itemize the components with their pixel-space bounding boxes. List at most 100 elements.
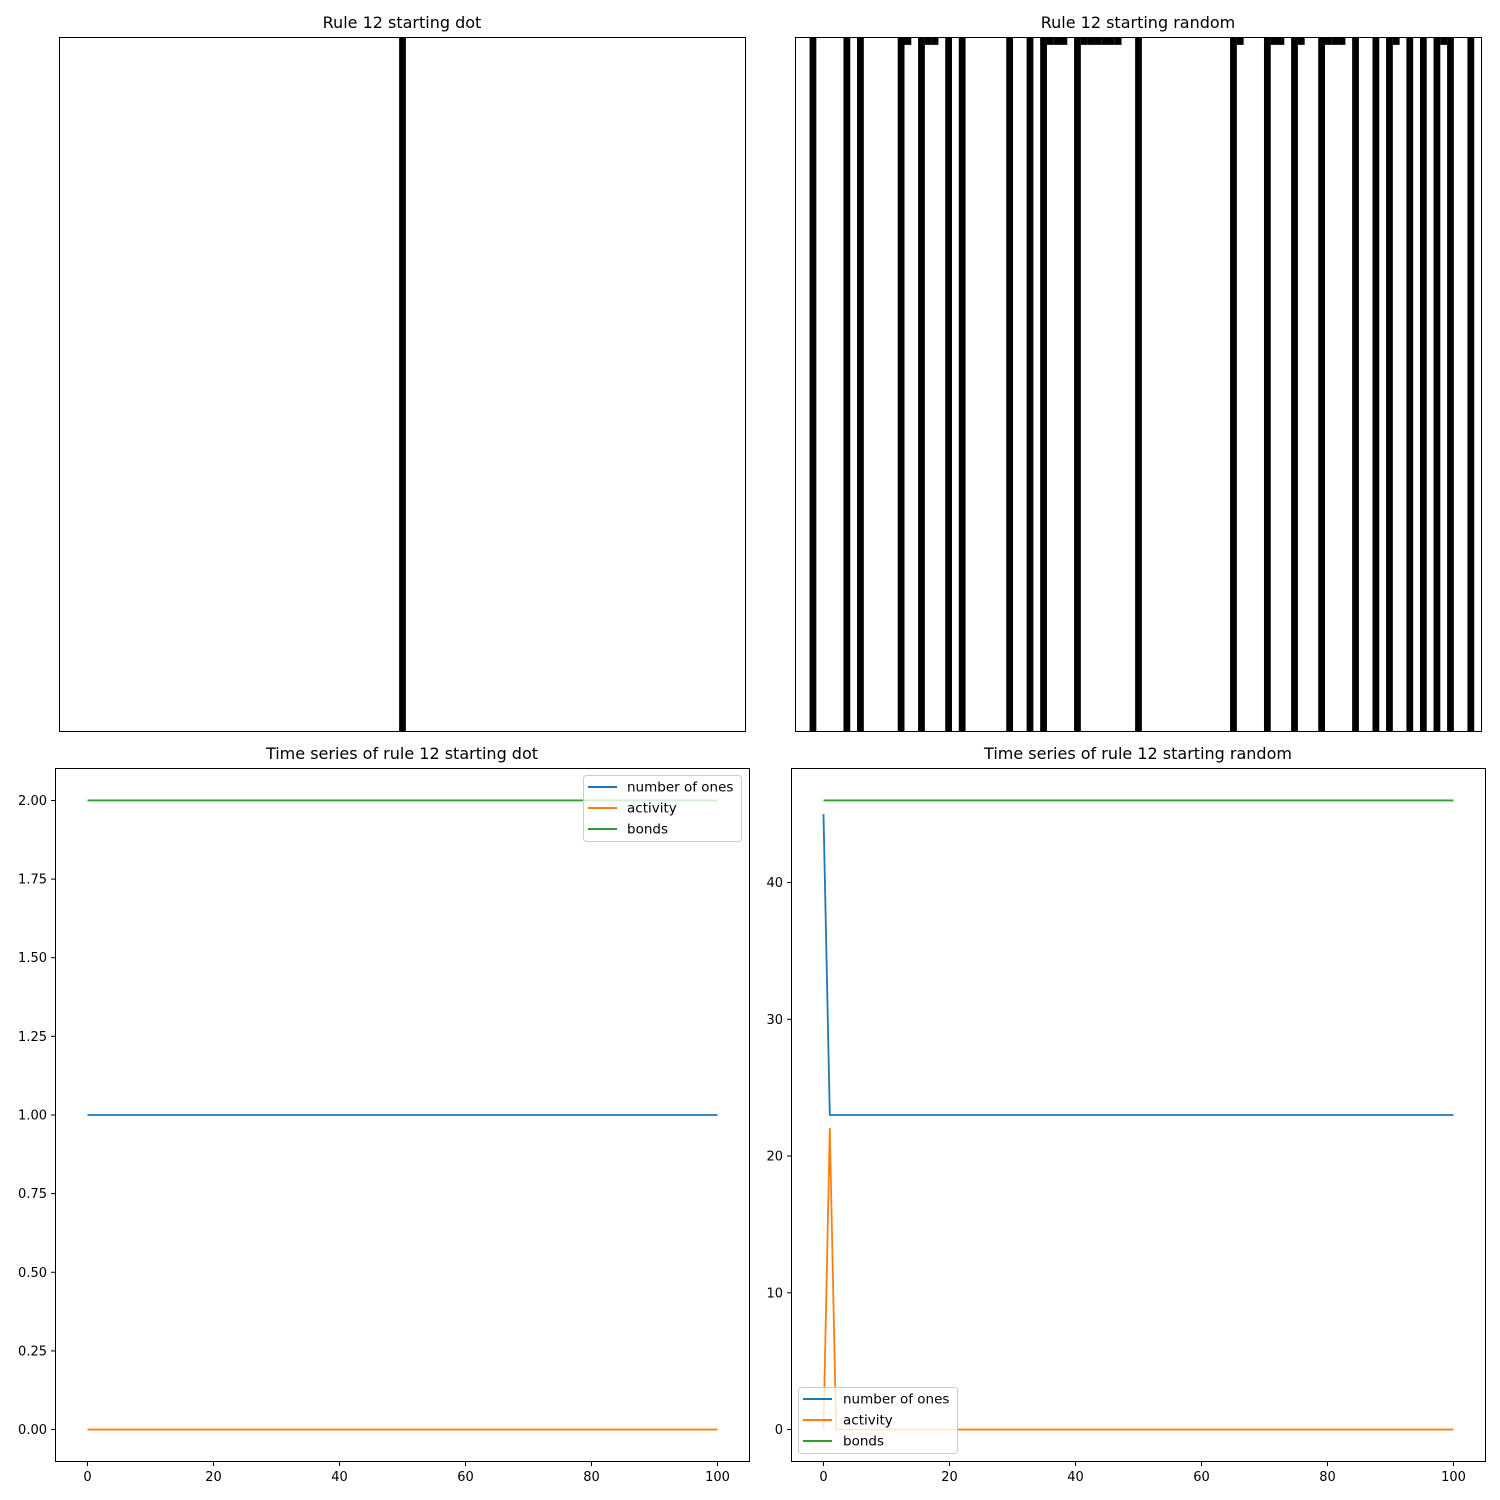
- panel2-initial-cell-19: [1392, 38, 1400, 45]
- panel4-xtick-label-4: 80: [1319, 1470, 1336, 1485]
- panel3-xtick-label-5: 100: [705, 1470, 730, 1485]
- panel-rule12-dot: Rule 12 starting dot: [59, 13, 746, 732]
- panel3-ytick-label-7: 1.75: [18, 873, 47, 888]
- panel2-live-column-20: [1419, 38, 1427, 731]
- panel2-initial-cell-18: [1338, 38, 1346, 45]
- panel4-xtick-label-0: 0: [819, 1470, 827, 1485]
- panel3-ytick-label-5: 1.25: [18, 1030, 47, 1045]
- panel3-frame: [55, 768, 750, 1462]
- panel3-xtick-label-1: 20: [205, 1470, 222, 1485]
- panel2-initial-cell-1: [924, 38, 932, 45]
- panel1-cells: [399, 38, 406, 731]
- panel3-ytick-label-2: 0.50: [18, 1266, 47, 1281]
- panel2-initial-cell-14: [1277, 38, 1285, 45]
- panel4-ytick-label-0: 0: [775, 1423, 783, 1438]
- panel4-legend-box: [798, 1387, 958, 1454]
- panel1-live-column-0: [399, 38, 406, 731]
- panel4-legend-label-ones: number of ones: [843, 1392, 949, 1408]
- panel3-legend-label-activity: activity: [627, 801, 677, 817]
- panel3-legend: number of ones activity bonds: [583, 775, 742, 842]
- panel3-ytick-label-0: 0.00: [18, 1423, 47, 1438]
- panel2-live-column-9: [1040, 38, 1047, 731]
- panel-rule12-random: Rule 12 starting random: [795, 13, 1482, 732]
- panel2-initial-cell-15: [1297, 38, 1305, 45]
- panel2-initial-cell-8: [1094, 38, 1102, 45]
- panel2-initial-cell-12: [1236, 38, 1244, 45]
- panel2-live-column-2: [857, 38, 864, 731]
- panel4-lines: [822, 799, 1454, 1431]
- panel4-ticks: 0 20 40 60 80 100 0 10 20 30 40: [766, 876, 1465, 1485]
- panel3-xtick-label-3: 60: [457, 1470, 474, 1485]
- panel2-initial-cell-4: [1053, 38, 1061, 45]
- panel2-initial-cell-10: [1107, 38, 1115, 45]
- panel4-ytick-label-4: 40: [766, 876, 783, 891]
- panel2-live-column-7: [1006, 38, 1014, 731]
- panel-timeseries-dot: Time series of rule 12 starting dot 0 20 4…: [18, 744, 750, 1485]
- panel3-xtick-label-4: 80: [583, 1470, 600, 1485]
- panel2-initial-cell-16: [1325, 38, 1332, 45]
- panel3-legend-label-bonds: bonds: [627, 822, 668, 838]
- panel2-live-column-10: [1074, 38, 1081, 731]
- panel4-ytick-label-1: 10: [766, 1286, 783, 1301]
- panel4-xtick-label-1: 20: [941, 1470, 958, 1485]
- panel4-frame: [791, 768, 1486, 1462]
- panel3-ytick-label-8: 2.00: [18, 794, 47, 809]
- panel2-live-column-8: [1026, 38, 1034, 731]
- panel3-ytick-label-6: 1.50: [18, 951, 47, 966]
- panel2-initial-cell-6: [1080, 38, 1088, 45]
- panel2-live-column-1: [843, 38, 851, 731]
- panel2-initial-cell-11: [1114, 38, 1122, 45]
- panel2-initial-cell-5: [1060, 38, 1068, 45]
- panel4-series-line-number-of-ones: [822, 814, 1454, 1116]
- panel4-title: Time series of rule 12 starting random: [983, 744, 1292, 763]
- panel3-xtick-label-2: 40: [331, 1470, 348, 1485]
- panel2-live-column-19: [1406, 38, 1414, 731]
- panel2-initial-cell-20: [1440, 38, 1448, 45]
- panel1-frame: [59, 37, 746, 732]
- panel2-live-column-21: [1433, 38, 1441, 731]
- panel2-live-column-22: [1447, 38, 1454, 731]
- panel2-live-column-17: [1372, 38, 1380, 731]
- panel2-title: Rule 12 starting random: [1041, 13, 1236, 32]
- panel3-legend-label-ones: number of ones: [627, 780, 733, 796]
- panel4-series-line-activity: [822, 1127, 1454, 1431]
- panel3-legend-box: [583, 775, 742, 842]
- panel4-legend-label-bonds: bonds: [843, 1434, 884, 1450]
- panel2-live-column-14: [1291, 38, 1298, 731]
- panel2-live-column-18: [1386, 38, 1393, 731]
- panel1-title: Rule 12 starting dot: [323, 13, 482, 32]
- panel2-initial-cell-3: [1046, 38, 1054, 45]
- panel4-legend-label-activity: activity: [843, 1413, 893, 1429]
- panel2-frame: [795, 37, 1482, 732]
- panel4-xtick-label-3: 60: [1193, 1470, 1210, 1485]
- panel3-ytick-label-1: 0.25: [18, 1344, 47, 1359]
- panel2-live-column-16: [1352, 38, 1359, 731]
- panel2-live-column-12: [1230, 38, 1237, 731]
- panel2-live-column-0: [809, 38, 817, 731]
- panel2-live-column-5: [945, 38, 952, 731]
- panel2-live-column-4: [918, 38, 925, 731]
- panel2-cells: [809, 38, 1475, 731]
- panel2-initial-cell-0: [904, 38, 912, 45]
- panel3-ytick-label-4: 1.00: [18, 1109, 47, 1124]
- panel2-live-column-6: [958, 38, 966, 731]
- panel2-initial-cell-9: [1101, 38, 1108, 45]
- panel3-title: Time series of rule 12 starting dot: [265, 744, 538, 763]
- panel2-live-column-15: [1318, 38, 1326, 731]
- panel2-live-column-3: [897, 38, 905, 731]
- panel4-xtick-label-5: 100: [1441, 1470, 1466, 1485]
- panel2-initial-cell-17: [1331, 38, 1339, 45]
- panel4-ytick-label-3: 30: [766, 1013, 783, 1028]
- panel2-initial-cell-2: [931, 38, 939, 45]
- panel4-xtick-label-2: 40: [1067, 1470, 1084, 1485]
- panel4-legend: number of ones activity bonds: [798, 1387, 958, 1454]
- panel2-live-column-23: [1467, 38, 1475, 731]
- panel3-xtick-label-0: 0: [83, 1470, 91, 1485]
- panel4-ytick-label-2: 20: [766, 1150, 783, 1165]
- panel2-live-column-11: [1135, 38, 1142, 731]
- panel2-initial-cell-7: [1087, 38, 1095, 45]
- panel-timeseries-random: Time series of rule 12 starting random 0…: [766, 744, 1486, 1485]
- panel2-live-column-13: [1263, 38, 1271, 731]
- panel2-initial-cell-13: [1270, 38, 1278, 45]
